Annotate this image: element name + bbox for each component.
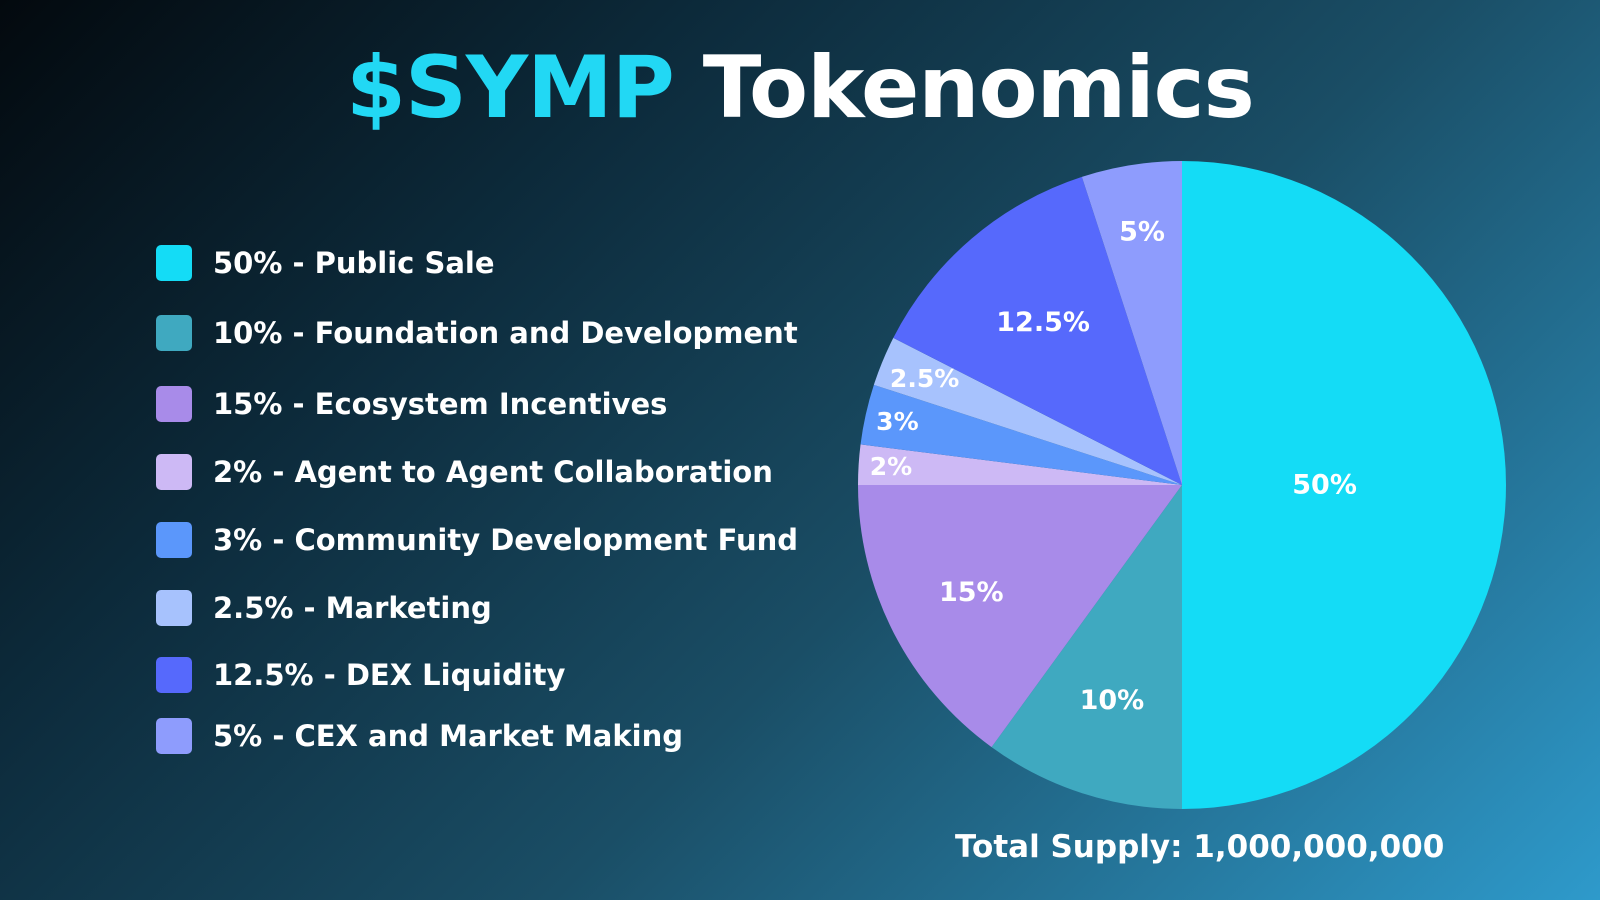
legend-label: 12.5% - DEX Liquidity [213, 658, 566, 692]
legend-label: 10% - Foundation and Development [213, 316, 798, 350]
pie-slice-label: 10% [1080, 685, 1145, 716]
legend-label: 2% - Agent to Agent Collaboration [213, 455, 773, 489]
chart-legend: 50% - Public Sale 10% - Foundation and D… [156, 0, 836, 900]
title-text: Tokenomics [702, 38, 1255, 138]
pie-slice-public-sale [1182, 161, 1506, 809]
legend-item-public-sale: 50% - Public Sale [156, 243, 495, 283]
legend-swatch [156, 657, 192, 693]
legend-label: 15% - Ecosystem Incentives [213, 387, 668, 421]
legend-swatch [156, 522, 192, 558]
pie-slice-agent-to-agent-collaboration [857, 444, 1182, 485]
legend-label: 5% - CEX and Market Making [213, 719, 684, 753]
legend-swatch [156, 718, 192, 754]
legend-label: 50% - Public Sale [213, 246, 495, 280]
pie-slice-label: 3% [876, 407, 918, 436]
legend-item-marketing: 2.5% - Marketing [156, 588, 492, 628]
legend-item-community-development-fund: 3% - Community Development Fund [156, 520, 798, 560]
title-token-symbol: $SYMP [346, 38, 675, 138]
pie-slice-ecosystem-incentives [858, 485, 1182, 748]
total-supply: Total Supply: 1,000,000,000 [955, 829, 1445, 865]
legend-label: 2.5% - Marketing [213, 591, 492, 625]
pie-slice-foundation-and-development [991, 485, 1182, 809]
page-title: $SYMP Tokenomics [0, 38, 1600, 138]
pie-slice-label: 50% [1292, 470, 1357, 501]
legend-item-foundation-and-development: 10% - Foundation and Development [156, 313, 798, 353]
pie-slice-label: 15% [939, 577, 1004, 608]
legend-item-cex-and-market-making: 5% - CEX and Market Making [156, 716, 683, 756]
pie-slice-label: 5% [1119, 217, 1165, 248]
pie-slice-label: 2.5% [890, 364, 959, 393]
legend-item-ecosystem-incentives: 15% - Ecosystem Incentives [156, 384, 667, 424]
pie-slice-cex-and-market-making [1081, 161, 1182, 485]
legend-swatch [156, 315, 192, 351]
legend-swatch [156, 590, 192, 626]
pie-slice-label: 12.5% [996, 307, 1090, 338]
pie-slice-dex-liquidity [893, 176, 1182, 486]
legend-swatch [156, 245, 192, 281]
pie-slice-label: 2% [870, 452, 912, 481]
legend-swatch [156, 386, 192, 422]
legend-label: 3% - Community Development Fund [213, 523, 799, 557]
legend-item-agent-to-agent-collaboration: 2% - Agent to Agent Collaboration [156, 452, 773, 492]
legend-swatch [156, 454, 192, 490]
pie-slice-marketing [873, 337, 1182, 485]
pie-slice-community-development-fund [860, 384, 1182, 485]
legend-item-dex-liquidity: 12.5% - DEX Liquidity [156, 655, 565, 695]
